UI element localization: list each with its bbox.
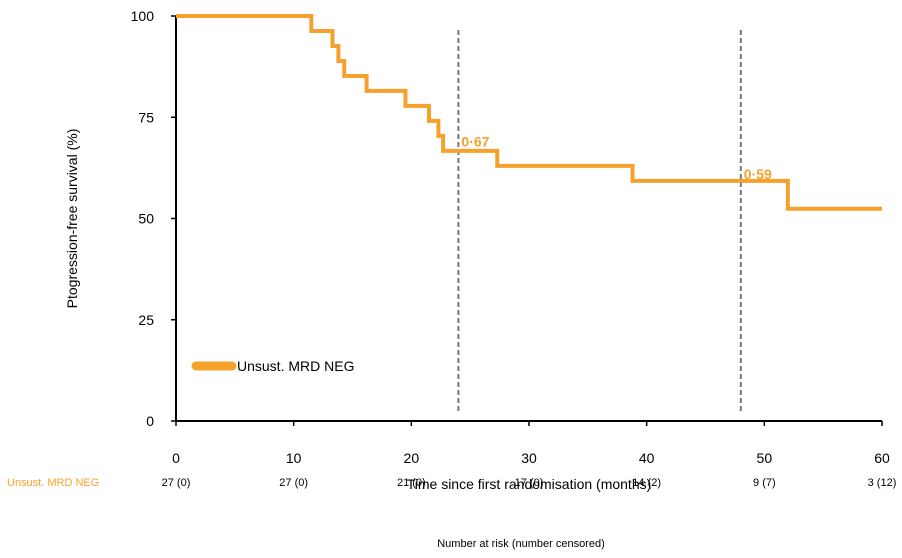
reference-value-label: 0·67 (461, 134, 489, 150)
x-tick-label: 0 (172, 450, 180, 466)
y-tick-label: 25 (138, 312, 154, 328)
risk-table-value: 27 (0) (279, 477, 309, 489)
x-tick-label: 50 (757, 450, 773, 466)
risk-table-row-label: Unsust. MRD NEG (7, 477, 100, 489)
legend-label: Unsust. MRD NEG (237, 358, 354, 374)
x-tick-label: 10 (286, 450, 302, 466)
x-tick-label: 60 (874, 450, 890, 466)
reference-lines: 0·67 0·59 (457, 30, 772, 412)
risk-table-value: 21 (0) (396, 477, 426, 489)
x-tick-label: 30 (521, 450, 537, 466)
x-tick-label: 20 (404, 450, 420, 466)
legend: Unsust. MRD NEG (191, 358, 354, 374)
risk-table-caption: Number at risk (number censored) (437, 538, 605, 550)
series-group (176, 14, 882, 211)
y-tick-label: 0 (146, 413, 154, 429)
reference-value-label: 0·59 (744, 166, 772, 182)
y-axis-title: Ptogression-free survival (%) (64, 129, 80, 309)
series-line (176, 14, 882, 211)
chart-axes: 0 25 50 75 100 0 10 20 30 40 50 60 Time since first … (64, 8, 890, 492)
risk-table-value: 17 (0) (514, 477, 544, 489)
y-tick-label: 75 (138, 109, 154, 125)
y-tick-label: 50 (138, 211, 154, 227)
x-axis-title: Time since first randomisation (months) (407, 476, 652, 492)
risk-table-value: 27 (0) (161, 477, 191, 489)
risk-table-value: 14 (2) (632, 477, 662, 489)
x-tick-label: 40 (639, 450, 655, 466)
risk-table-value: 9 (7) (753, 477, 776, 489)
risk-table-value: 3 (12) (867, 477, 897, 489)
y-tick-label: 100 (131, 8, 155, 24)
